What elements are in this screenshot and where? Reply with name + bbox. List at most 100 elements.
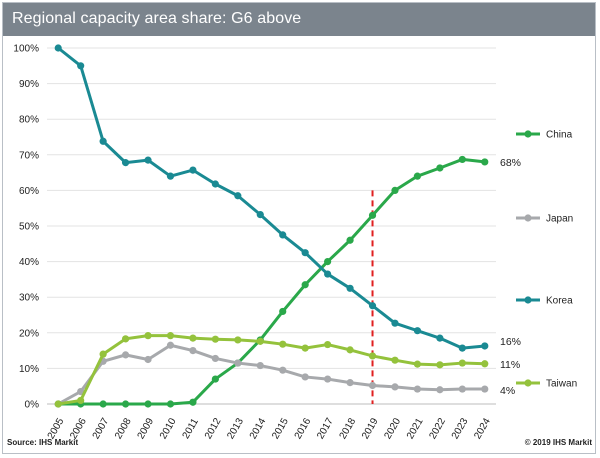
data-point-korea — [121, 159, 130, 167]
x-tick-label: 2010 — [158, 416, 179, 441]
series-line-china — [58, 157, 485, 406]
data-point-taiwan — [301, 344, 309, 352]
data-point-taiwan — [391, 356, 399, 364]
data-point-japan — [144, 355, 152, 364]
legend-marker-china — [524, 130, 532, 138]
data-point-china — [144, 400, 152, 408]
data-point-taiwan — [166, 332, 175, 340]
data-point-korea — [436, 334, 444, 342]
data-point-taiwan — [413, 360, 422, 368]
x-tick-label: 2020 — [382, 416, 403, 441]
end-label-taiwan: 11% — [500, 359, 520, 371]
data-point-china — [166, 400, 175, 408]
data-point-korea — [324, 270, 332, 278]
data-point-taiwan — [121, 335, 130, 343]
y-tick-label: 10% — [19, 364, 39, 375]
x-tick-label: 2007 — [91, 416, 112, 441]
data-point-korea — [346, 284, 354, 292]
data-point-japan — [166, 341, 175, 349]
x-tick-label: 2008 — [113, 416, 134, 441]
legend-marker-japan — [524, 214, 532, 222]
y-tick-label: 20% — [19, 328, 39, 339]
x-tick-label: 2013 — [225, 416, 246, 441]
x-tick-label: 2019 — [360, 416, 381, 441]
data-point-taiwan — [77, 396, 85, 405]
data-point-china — [391, 186, 399, 194]
data-point-korea — [413, 327, 422, 335]
data-point-taiwan — [324, 340, 332, 349]
data-point-japan — [121, 351, 130, 359]
data-point-china — [99, 400, 107, 408]
data-point-japan — [346, 379, 354, 387]
data-point-taiwan — [211, 335, 219, 343]
data-point-taiwan — [234, 336, 242, 344]
data-point-china — [481, 158, 489, 166]
x-tick-label: 2011 — [181, 416, 201, 441]
data-point-taiwan — [279, 340, 287, 348]
data-point-taiwan — [368, 352, 377, 360]
data-point-korea — [144, 156, 152, 164]
data-point-japan — [481, 385, 489, 393]
data-point-china — [413, 172, 422, 180]
data-point-china — [368, 211, 377, 219]
y-tick-label: 40% — [19, 257, 39, 268]
y-tick-label: 70% — [19, 150, 39, 161]
chart-title: Regional capacity area share: G6 above — [12, 10, 302, 27]
data-point-japan — [324, 375, 332, 383]
data-point-china — [346, 236, 354, 244]
x-tick-label: 2023 — [450, 416, 471, 441]
data-point-china — [324, 258, 332, 266]
data-point-japan — [211, 354, 219, 363]
y-tick-label: 0% — [25, 400, 40, 411]
legend-label-korea: Korea — [546, 296, 573, 307]
data-point-taiwan — [54, 400, 62, 408]
data-point-china — [211, 375, 219, 383]
data-point-korea — [301, 249, 309, 257]
data-point-taiwan — [481, 360, 489, 368]
x-tick-label: 2017 — [315, 416, 336, 441]
data-point-korea — [368, 302, 377, 310]
data-point-china — [436, 164, 444, 172]
data-point-japan — [391, 383, 399, 391]
data-point-japan — [413, 385, 422, 393]
end-label-china: 68% — [500, 157, 521, 169]
end-label-japan: 4% — [500, 385, 515, 397]
legend-label-china: China — [546, 130, 573, 141]
data-point-korea — [481, 342, 489, 350]
data-point-korea — [234, 192, 242, 200]
x-tick-label: 2012 — [203, 416, 224, 441]
y-tick-label: 60% — [19, 186, 39, 197]
data-point-taiwan — [189, 334, 197, 342]
data-point-china — [189, 398, 197, 406]
data-point-korea — [211, 180, 219, 188]
y-tick-label: 30% — [19, 293, 39, 304]
data-point-korea — [391, 319, 399, 327]
data-point-china — [301, 281, 309, 289]
data-point-korea — [166, 172, 175, 180]
data-point-china — [458, 155, 466, 164]
x-tick-label: 2018 — [338, 416, 359, 441]
x-tick-label: 2015 — [270, 416, 291, 441]
data-point-korea — [54, 44, 62, 52]
data-point-japan — [279, 366, 287, 374]
data-point-china — [279, 307, 287, 316]
y-tick-label: 50% — [19, 222, 39, 233]
data-point-taiwan — [436, 361, 444, 369]
data-point-japan — [234, 359, 242, 367]
data-point-china — [121, 400, 130, 408]
legend-marker-taiwan — [524, 379, 532, 387]
source-note: Source: IHS Markit — [7, 438, 79, 447]
x-tick-label: 2022 — [427, 416, 448, 441]
legend-label-taiwan: Taiwan — [546, 379, 577, 390]
x-tick-label: 2024 — [472, 416, 493, 441]
data-point-korea — [458, 344, 466, 352]
end-label-korea: 16% — [500, 336, 521, 348]
legend-marker-korea — [524, 296, 532, 304]
x-tick-label: 2014 — [248, 416, 269, 441]
data-point-japan — [301, 373, 309, 381]
data-point-korea — [189, 166, 197, 174]
data-point-taiwan — [256, 337, 264, 345]
y-tick-label: 90% — [19, 79, 39, 90]
data-point-taiwan — [144, 332, 152, 340]
